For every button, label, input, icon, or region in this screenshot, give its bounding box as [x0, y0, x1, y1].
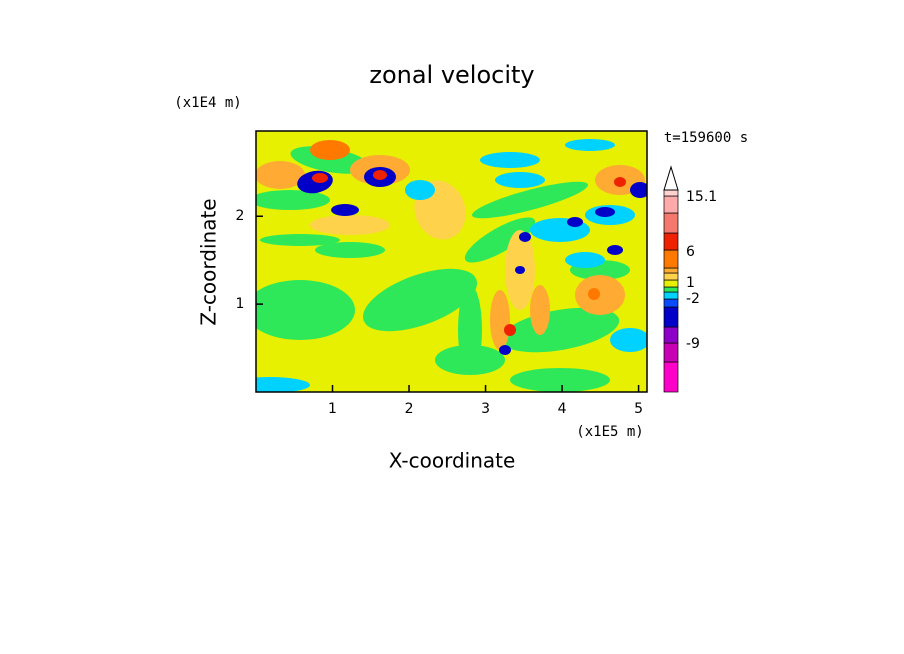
contour-fill [373, 170, 387, 180]
colorbar-swatch [663, 232, 679, 251]
x-tick-label: 3 [481, 401, 490, 417]
contour-fill [500, 307, 620, 353]
colorbar-swatch [663, 267, 679, 274]
colorbar-swatch [663, 342, 679, 363]
contour-fill [515, 266, 525, 274]
contour-fill [256, 161, 305, 189]
x-tick-label: 4 [558, 401, 567, 417]
contour-fill [256, 280, 355, 340]
colorbar-swatch [663, 291, 679, 300]
contour-fill [480, 152, 540, 168]
colorbar-swatch [663, 195, 679, 214]
contour-fill [565, 252, 605, 268]
contour-fill [310, 215, 390, 235]
contour-fill [565, 139, 615, 151]
contour-fill [315, 242, 385, 258]
contour-fill [331, 204, 359, 216]
colorbar-label: 6 [686, 244, 695, 260]
y-tick-label: 1 [236, 296, 245, 312]
contour-fill [614, 177, 626, 187]
x-tick-label: 5 [634, 401, 643, 417]
contour-fill [499, 345, 511, 355]
y-axis-label: Z-coordinate [197, 198, 221, 325]
contour-fill [610, 328, 647, 352]
contour-fill [504, 324, 516, 336]
contour-fill [519, 232, 531, 242]
contour-fill [490, 290, 510, 350]
contour-fill [530, 285, 550, 335]
contour-fill [312, 173, 328, 183]
colorbar-label: 15.1 [686, 189, 717, 205]
colorbar-label: -9 [686, 336, 700, 352]
x-scale-label: (x1E5 m) [576, 424, 643, 440]
colorbar-swatch [663, 326, 679, 344]
colorbar-swatch [663, 286, 679, 293]
contour-fill [464, 217, 536, 263]
contour-fill [630, 182, 647, 198]
contour-fill [575, 275, 625, 315]
plot-frame [255, 130, 648, 393]
contour-fill [595, 207, 615, 217]
contour-field [256, 131, 647, 392]
colorbar-swatch [663, 298, 679, 308]
colorbar-label: 1 [686, 275, 695, 291]
colorbar-swatch [663, 249, 679, 269]
contour-fill [256, 377, 310, 392]
x-tick-label: 1 [328, 401, 337, 417]
time-label: t=159600 s [664, 130, 748, 146]
contour-fill [588, 288, 600, 300]
contour-fill [256, 190, 330, 210]
contour-fill [510, 368, 610, 392]
chart-title: zonal velocity [369, 61, 534, 89]
contour-fill [310, 140, 350, 160]
colorbar-swatch [663, 189, 679, 197]
contour-fill [362, 268, 478, 332]
colorbar-swatch [663, 361, 679, 393]
colorbar-swatch [663, 279, 679, 288]
colorbar-arrow [663, 165, 679, 191]
x-axis-label: X-coordinate [389, 449, 516, 473]
y-scale-label: (x1E4 m) [174, 95, 241, 111]
y-tick-label: 2 [236, 208, 245, 224]
colorbar-swatch [663, 212, 679, 234]
contour-fill [471, 181, 589, 219]
colorbar-label: -2 [686, 291, 700, 307]
contour-fill [405, 180, 435, 200]
contour-fill [458, 285, 482, 375]
contour-fill [607, 245, 623, 255]
contour-fill [567, 217, 583, 227]
colorbar-swatch [663, 272, 679, 281]
colorbar-swatch [663, 306, 679, 328]
x-tick-label: 2 [405, 401, 414, 417]
contour-fill [495, 172, 545, 188]
contour-fill [260, 234, 340, 246]
